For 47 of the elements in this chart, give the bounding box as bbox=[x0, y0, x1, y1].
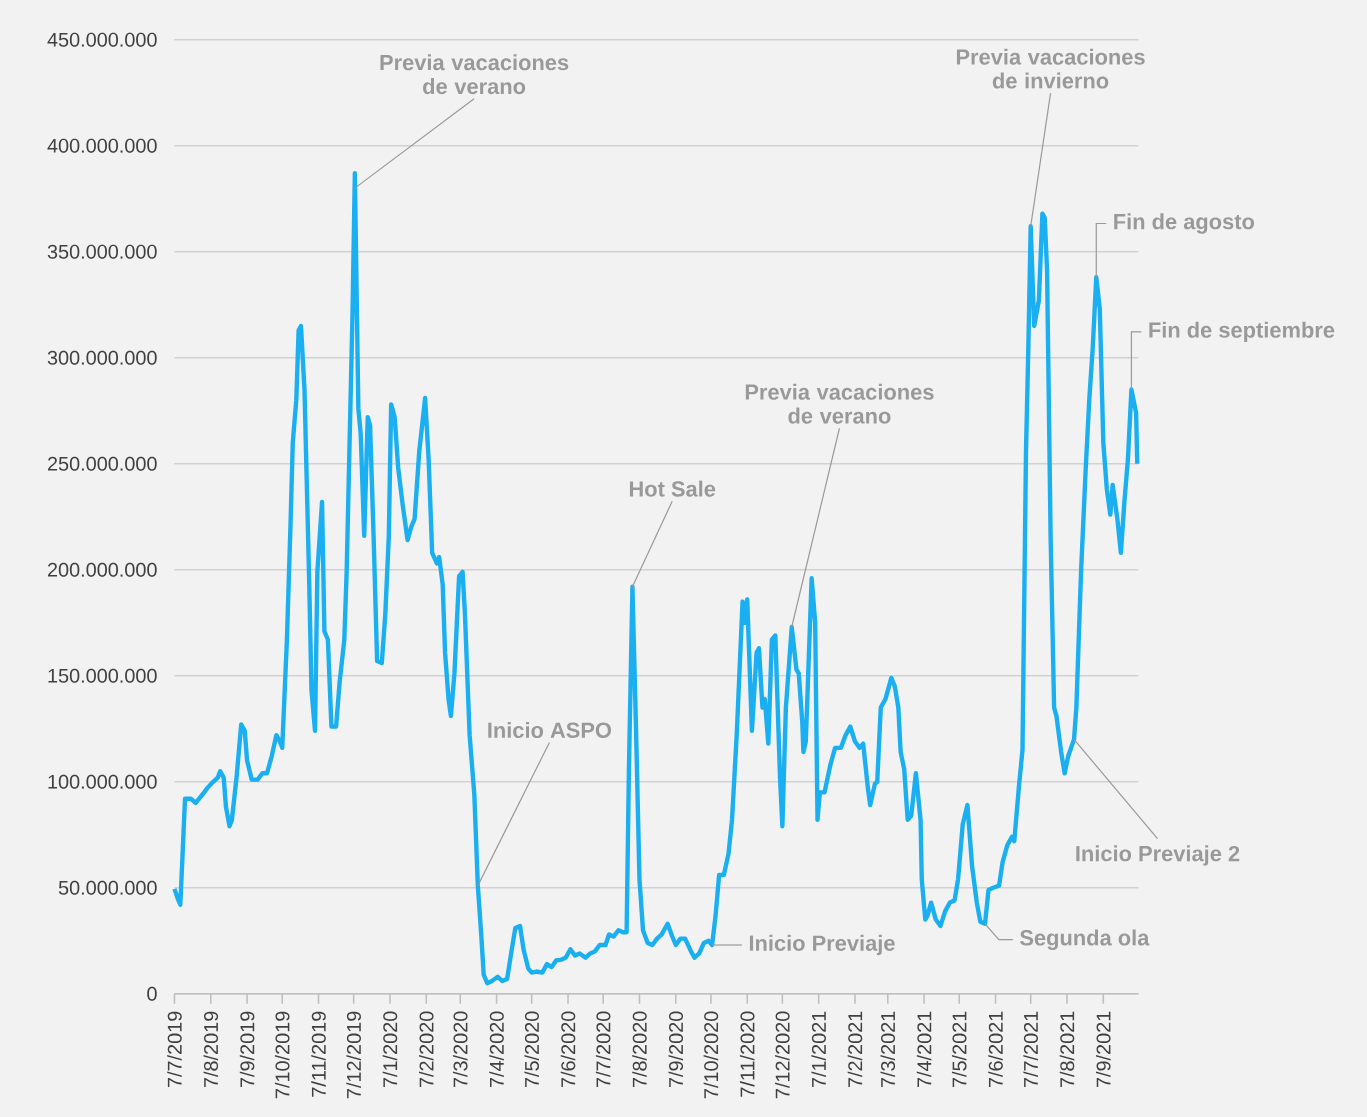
x-tick-label: 7/9/2019 bbox=[239, 1011, 255, 1088]
x-tick-label: 7/8/2019 bbox=[203, 1011, 219, 1088]
annotation: Inicio ASPO bbox=[488, 721, 612, 738]
y-tick-label: 0 bbox=[147, 986, 157, 1001]
annotation: Fin de septiembre bbox=[1149, 321, 1335, 343]
x-tick-label: 7/5/2021 bbox=[951, 1011, 967, 1088]
y-tick-label: 200.000.000 bbox=[47, 562, 157, 577]
annotation: Fin de agosto bbox=[1114, 213, 1255, 234]
y-tick-label: 450.000.000 bbox=[47, 32, 157, 47]
y-tick-label: 150.000.000 bbox=[48, 668, 157, 683]
annotation: Inicio Previaje bbox=[749, 934, 895, 956]
x-tick-label: 7/4/2020 bbox=[489, 1011, 504, 1088]
x-tick-label: 7/11/2019 bbox=[311, 1011, 326, 1097]
x-tick-label: 7/10/2019 bbox=[274, 1011, 290, 1099]
annotation: Previa vacaciones de verano bbox=[745, 383, 934, 424]
x-tick-label: 7/2/2021 bbox=[847, 1011, 863, 1088]
y-tick-label: 400.000.000 bbox=[47, 138, 157, 153]
x-tick-label: 7/2/2020 bbox=[419, 1011, 434, 1088]
x-tick-label: 7/10/2020 bbox=[703, 1011, 719, 1099]
x-tick-label: 7/1/2021 bbox=[811, 1011, 826, 1088]
y-tick-label: 250.000.000 bbox=[47, 456, 157, 471]
x-tick-label: 7/6/2020 bbox=[560, 1011, 576, 1088]
x-tick-label: 7/9/2021 bbox=[1096, 1011, 1111, 1088]
x-tick-label: 7/3/2021 bbox=[880, 1011, 896, 1088]
y-tick-label: 100.000.000 bbox=[48, 774, 157, 789]
annotation: Segunda ola bbox=[1020, 929, 1150, 950]
x-tick-label: 7/7/2020 bbox=[595, 1011, 611, 1088]
y-tick-label: 50.000.000 bbox=[58, 880, 157, 895]
x-tick-label: 7/8/2021 bbox=[1059, 1011, 1075, 1088]
annotation: Previa vacaciones de invierno bbox=[956, 48, 1145, 89]
x-tick-label: 7/11/2020 bbox=[739, 1011, 755, 1097]
x-tick-label: 7/9/2020 bbox=[668, 1011, 684, 1088]
annotation: Hot Sale bbox=[629, 480, 716, 497]
x-tick-label: 7/4/2021 bbox=[916, 1011, 932, 1088]
x-tick-label: 7/5/2020 bbox=[524, 1011, 539, 1088]
x-tick-label: 7/12/2019 bbox=[346, 1011, 361, 1099]
y-tick-label: 350.000.000 bbox=[47, 244, 157, 259]
annotation: Inicio Previaje 2 bbox=[1076, 845, 1240, 866]
x-tick-label: 7/8/2020 bbox=[632, 1011, 647, 1088]
x-tick-label: 7/7/2019 bbox=[167, 1011, 182, 1088]
x-tick-label: 7/12/2020 bbox=[775, 1011, 790, 1099]
y-tick-label: 300.000.000 bbox=[47, 350, 157, 365]
x-tick-label: 7/1/2020 bbox=[382, 1011, 398, 1088]
x-tick-label: 7/7/2021 bbox=[1023, 1011, 1038, 1088]
annotation: Previa vacaciones de verano bbox=[380, 54, 569, 95]
x-tick-label: 7/6/2021 bbox=[988, 1011, 1003, 1088]
x-tick-label: 7/3/2020 bbox=[452, 1011, 468, 1088]
